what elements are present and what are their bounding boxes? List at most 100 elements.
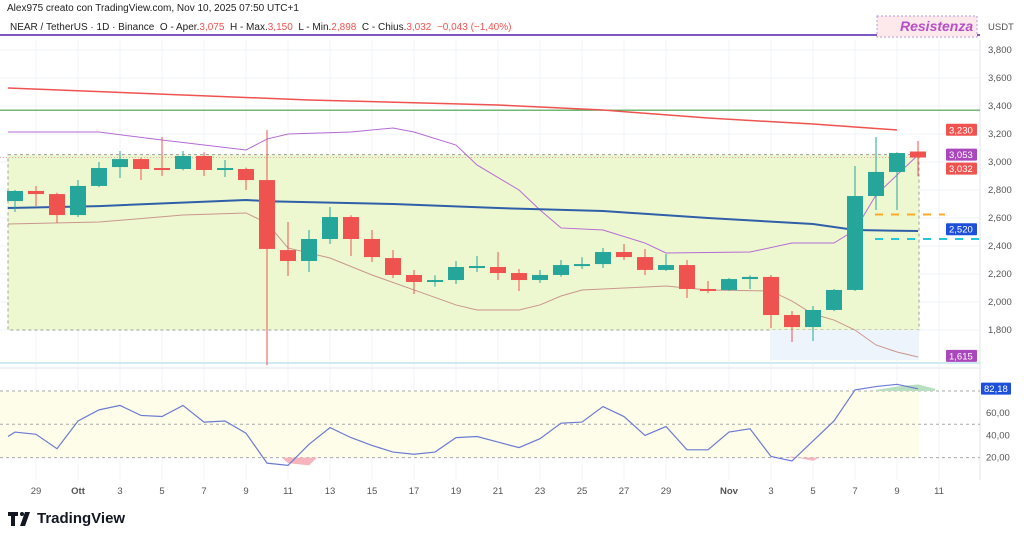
price-tag: 3,032: [949, 164, 973, 175]
low-value: 2,898: [331, 22, 357, 33]
time-tick: 5: [810, 486, 815, 497]
time-tick: 7: [852, 486, 857, 497]
tradingview-logo-text: TradingView: [37, 510, 126, 527]
candle-up: [70, 185, 86, 216]
range-zone: [0, 34, 980, 364]
rsi-overbought-fill: [876, 384, 935, 391]
tradingview-logo[interactable]: TradingView: [8, 510, 125, 527]
candles: [7, 129, 926, 365]
price-tag: 2,520: [949, 225, 973, 236]
price-tick: 1,800: [988, 325, 1012, 336]
price-tick: 3,400: [988, 101, 1012, 112]
time-tick: Ott: [71, 486, 86, 497]
candle-down: [196, 155, 212, 170]
lower-zone-shade: [770, 330, 919, 360]
candle-down: [364, 239, 380, 258]
candle-up: [112, 159, 128, 168]
rsi-panel: [0, 383, 980, 466]
candle-down: [406, 274, 422, 282]
currency-label: USDT: [988, 22, 1014, 33]
time-tick: 25: [577, 486, 588, 497]
candle-down: [259, 180, 275, 249]
candle-up: [217, 168, 233, 171]
candle-down: [784, 315, 800, 328]
close-value: 3,032: [406, 22, 432, 33]
price-tag-bg: [946, 162, 977, 175]
tradingview-logo-icon: [8, 511, 30, 526]
moving-average-line: [7, 198, 919, 233]
rsi-band: [0, 391, 919, 458]
candle-up: [553, 265, 569, 275]
open-label: O - Aper.: [159, 22, 200, 33]
candle-down: [616, 252, 632, 258]
price-tick: 2,600: [988, 213, 1012, 224]
candle-up: [7, 190, 23, 202]
candle-down: [154, 168, 170, 171]
candle-down: [637, 257, 653, 270]
price-tick: 2,400: [988, 241, 1012, 252]
rsi-tick: 40,00: [986, 430, 1010, 441]
candle-up: [847, 196, 863, 290]
candle-up: [742, 276, 758, 280]
candle-up: [574, 264, 590, 267]
candle-up: [91, 168, 107, 186]
price-tick: 2,200: [988, 269, 1012, 280]
candle-up: [532, 274, 548, 281]
time-tick: 13: [325, 486, 336, 497]
candle-up: [658, 265, 674, 270]
price-tag: 1,615: [949, 351, 973, 362]
price-tag-bg: [946, 123, 977, 136]
candle-down: [511, 273, 527, 281]
time-tick: 17: [409, 486, 420, 497]
symbol-name: NEAR / TetherUS · 1D · Binance: [10, 22, 155, 33]
candle-down: [238, 169, 254, 181]
resistance-annotation[interactable]: Resistenza: [876, 15, 978, 38]
candle-down: [679, 265, 695, 289]
time-tick: 27: [619, 486, 630, 497]
time-tick: 11: [934, 486, 944, 497]
time-tick: 5: [159, 486, 164, 497]
time-tick: 9: [894, 486, 899, 497]
price-tag: 3,053: [949, 150, 973, 161]
time-tick: 29: [31, 486, 42, 497]
candle-up: [868, 171, 884, 197]
candle-down: [910, 151, 926, 158]
candle-up: [595, 252, 611, 265]
time-tick: 21: [493, 486, 504, 497]
candle-up: [175, 155, 191, 169]
time-tick: 29: [661, 486, 672, 497]
candle-down: [385, 258, 401, 275]
candle-up: [826, 289, 842, 310]
low-label: L - Min.: [298, 22, 332, 33]
price-tick: 3,800: [988, 45, 1012, 56]
candle-down: [763, 276, 779, 316]
candle-down: [133, 159, 149, 169]
range-zone-box: [7, 154, 920, 331]
chart-credit: Alex975 creato con TradingView.com, Nov …: [7, 3, 299, 14]
rsi-tick: 60,00: [986, 408, 1010, 419]
open-value: 3,075: [199, 22, 225, 33]
price-tick: 2,000: [988, 297, 1012, 308]
time-tick: 23: [535, 486, 546, 497]
price-tag-bg: [946, 148, 977, 161]
resistance-label: Resistenza: [900, 18, 973, 34]
rsi-tick: 20,00: [986, 453, 1010, 464]
candle-up: [889, 153, 905, 172]
time-tick: Nov: [720, 486, 739, 497]
candle-up: [427, 280, 443, 283]
time-tick: 19: [451, 486, 462, 497]
symbol-legend[interactable]: NEAR / TetherUS · 1D · Binance O - Aper.…: [10, 22, 511, 33]
candle-down: [28, 190, 44, 195]
time-tick: 9: [243, 486, 248, 497]
high-value: 3,150: [267, 22, 293, 33]
candle-down: [49, 194, 65, 216]
time-tick: 3: [117, 486, 122, 497]
change-value: −0,043 (−1,40%): [436, 22, 512, 33]
rsi-current-tag: 82,18: [984, 384, 1008, 395]
price-tick: 3,200: [988, 129, 1012, 140]
high-label: H - Max.: [229, 22, 268, 33]
price-tick: 3,000: [988, 157, 1012, 168]
price-tag-bg: [946, 223, 977, 236]
rsi-oversold-fill: [282, 457, 317, 466]
